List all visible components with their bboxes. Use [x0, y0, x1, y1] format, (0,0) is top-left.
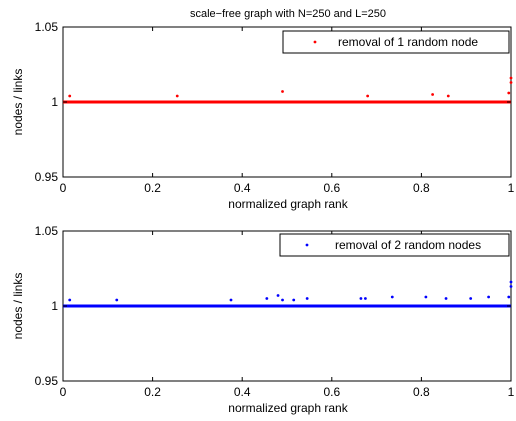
top-xlabel: normalized graph rank [228, 197, 348, 211]
bottom-data-point [469, 297, 473, 300]
top-panel: scale−free graph with N=250 and L=250 0.… [11, 8, 515, 211]
bottom-data-point [305, 297, 309, 300]
top-xtick-label: 0 [60, 181, 67, 195]
top-data-point [446, 94, 450, 98]
bottom-data-point [364, 297, 367, 300]
bottom-data-point [115, 298, 119, 302]
top-data-point [509, 76, 513, 80]
bottom-xtick-label: 0.6 [323, 385, 340, 399]
bottom-data-point [507, 295, 511, 299]
top-xtick-label: 0.2 [144, 181, 161, 195]
bottom-data-point [265, 297, 269, 300]
bottom-data-point [292, 298, 296, 302]
top-data-point [175, 94, 179, 98]
bottom-xtick-label: 0 [60, 385, 67, 399]
top-data-point [281, 90, 284, 93]
top-data-point [507, 91, 511, 95]
top-legend-label: removal of 1 random node [338, 35, 478, 49]
bottom-ytick-label: 0.95 [35, 374, 59, 388]
bottom-ylabel: nodes / links [11, 273, 25, 340]
bottom-xtick-label: 0.8 [413, 385, 430, 399]
bottom-legend-marker [305, 243, 309, 247]
top-legend-marker [313, 40, 317, 44]
bottom-data-point [487, 295, 490, 299]
top-ytick-label: 1 [51, 95, 58, 109]
bottom-data-point [359, 297, 363, 300]
bottom-xtick-label: 0.2 [144, 385, 161, 399]
top-xtick-label: 0.8 [413, 181, 430, 195]
bottom-data-point [390, 295, 394, 299]
top-xtick-label: 1 [508, 181, 515, 195]
top-ylabel: nodes / links [11, 69, 25, 136]
bottom-xlabel: normalized graph rank [228, 401, 348, 415]
bottom-data-point [509, 285, 513, 288]
bottom-data-point [229, 298, 233, 302]
bottom-ytick-label: 1.05 [35, 224, 59, 238]
top-xtick-label: 0.6 [323, 181, 340, 195]
chart-title: scale−free graph with N=250 and L=250 [190, 8, 386, 20]
bottom-ytick-label: 1 [51, 299, 58, 313]
bottom-data-point [444, 297, 448, 300]
bottom-data-point [281, 298, 284, 302]
bottom-data-point [276, 294, 280, 297]
bottom-legend-box [279, 233, 510, 257]
top-legend-box [282, 30, 510, 54]
bottom-panel: 0.95 1 1.05 0 0.2 0.4 0.6 0.8 1 nodes / links n… [11, 224, 515, 415]
bottom-xtick-label: 0.4 [234, 385, 251, 399]
top-data-point [366, 94, 370, 98]
top-xtick-label: 0.4 [234, 181, 251, 195]
top-data-point [509, 81, 513, 84]
bottom-xtick-label: 1 [508, 385, 515, 399]
bottom-data-point [509, 280, 513, 284]
top-legend: removal of 1 random node [282, 30, 510, 54]
bottom-legend: removal of 2 random nodes [279, 233, 510, 257]
top-data-point [68, 94, 72, 98]
top-data-point [431, 93, 434, 96]
bottom-data-point [424, 295, 428, 299]
bottom-legend-label: removal of 2 random nodes [335, 238, 481, 252]
top-ytick-label: 0.95 [35, 170, 59, 184]
bottom-data-point [68, 298, 72, 302]
top-ytick-label: 1.05 [35, 20, 59, 34]
